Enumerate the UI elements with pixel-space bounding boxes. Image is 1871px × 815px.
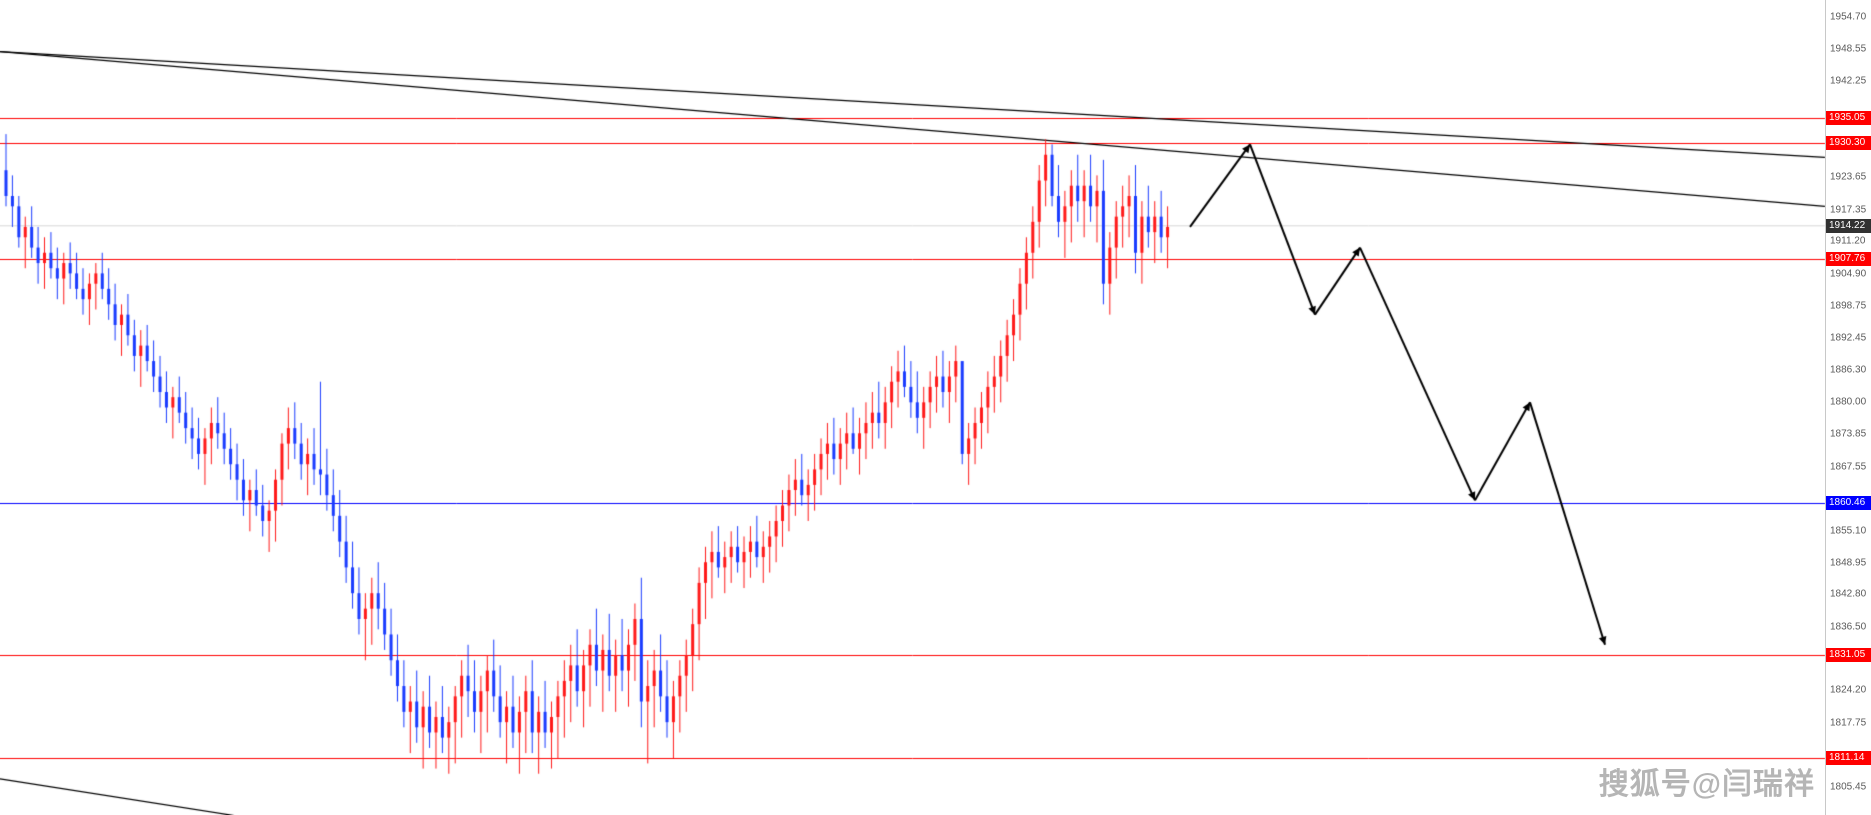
y-tick: 1848.95 [1830,557,1866,568]
chart-canvas[interactable] [0,0,1871,815]
y-tick: 1923.65 [1830,172,1866,183]
price-level-tag: 1930.30 [1826,136,1871,150]
price-chart[interactable]: 1954.70 1948.55 1942.25 1923.65 1917.35 1911.… [0,0,1871,815]
price-level-tag: 1860.46 [1826,496,1871,510]
y-tick: 1942.25 [1830,76,1866,87]
y-tick: 1954.70 [1830,12,1866,23]
y-tick: 1836.50 [1830,621,1866,632]
y-tick: 1873.85 [1830,429,1866,440]
y-tick: 1867.55 [1830,461,1866,472]
y-tick: 1911.20 [1830,236,1865,247]
price-level-tag: 1831.05 [1826,648,1871,662]
y-tick: 1948.55 [1830,43,1866,54]
price-level-tag: 1914.22 [1826,219,1871,233]
price-level-tag: 1935.05 [1826,111,1871,125]
y-tick: 1805.45 [1830,781,1866,792]
y-tick: 1855.10 [1830,525,1866,536]
y-tick: 1904.90 [1830,268,1866,279]
y-tick: 1898.75 [1830,300,1866,311]
watermark-text: 搜狐号@闫瑞祥 [1599,759,1815,803]
y-tick: 1824.20 [1830,685,1866,696]
price-level-tag: 1811.14 [1826,751,1871,765]
y-tick: 1917.35 [1830,204,1866,215]
y-tick: 1892.45 [1830,333,1866,344]
y-tick: 1817.75 [1830,718,1866,729]
y-axis-panel: 1954.70 1948.55 1942.25 1923.65 1917.35 1911.… [1825,0,1871,815]
y-tick: 1880.00 [1830,397,1866,408]
y-tick: 1886.30 [1830,364,1866,375]
price-level-tag: 1907.76 [1826,252,1871,266]
y-tick: 1842.80 [1830,589,1866,600]
